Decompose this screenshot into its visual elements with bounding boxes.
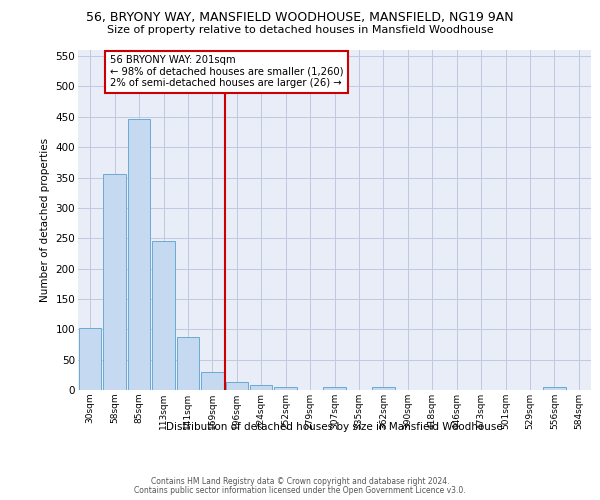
Bar [79,328,101,390]
Bar [323,387,346,390]
Y-axis label: Number of detached properties: Number of detached properties [40,138,50,302]
Bar [128,119,151,390]
Text: Contains HM Land Registry data © Crown copyright and database right 2024.: Contains HM Land Registry data © Crown c… [151,477,449,486]
Text: Size of property relative to detached houses in Mansfield Woodhouse: Size of property relative to detached ho… [107,25,493,35]
Text: 56 BRYONY WAY: 201sqm
← 98% of detached houses are smaller (1,260)
2% of semi-de: 56 BRYONY WAY: 201sqm ← 98% of detached … [110,55,343,88]
Bar [543,387,566,390]
Text: 56, BRYONY WAY, MANSFIELD WOODHOUSE, MANSFIELD, NG19 9AN: 56, BRYONY WAY, MANSFIELD WOODHOUSE, MAN… [86,11,514,24]
Bar [152,240,175,390]
Bar [372,387,395,390]
Bar [274,387,297,390]
Text: Contains public sector information licensed under the Open Government Licence v3: Contains public sector information licen… [134,486,466,495]
Bar [250,384,272,390]
Bar [201,372,224,390]
Bar [103,174,126,390]
Bar [226,382,248,390]
Text: Distribution of detached houses by size in Mansfield Woodhouse: Distribution of detached houses by size … [166,422,503,432]
Bar [176,336,199,390]
